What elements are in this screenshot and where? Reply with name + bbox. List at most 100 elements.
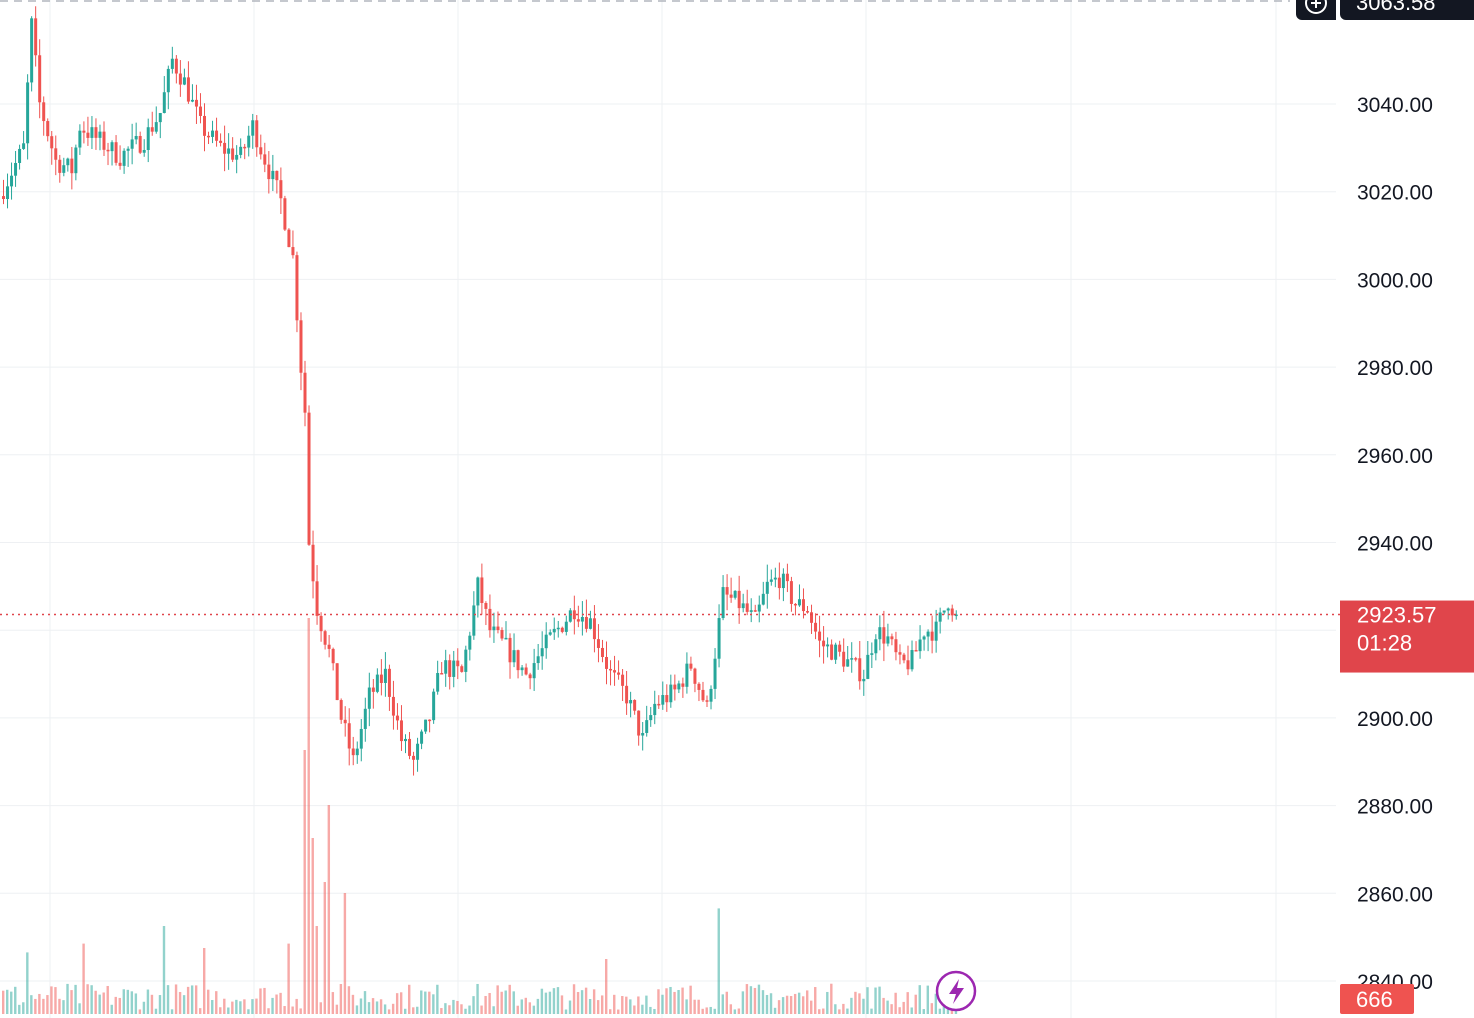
volume-bar [186, 986, 190, 1014]
volume-bar [90, 985, 93, 1014]
candle [874, 634, 878, 661]
candle [609, 660, 613, 686]
candle [118, 145, 122, 170]
volume-bar [580, 990, 584, 1014]
volume-bar [665, 988, 668, 1014]
volume-bar [677, 990, 680, 1014]
candle [878, 615, 882, 651]
volume-bar [633, 1005, 636, 1014]
candle [347, 708, 351, 766]
candle [416, 737, 420, 772]
volume-bar [645, 995, 648, 1014]
candle [122, 148, 126, 174]
volume-bar [375, 1001, 379, 1014]
candle [934, 609, 938, 653]
volume-bar [174, 984, 178, 1014]
candle [898, 644, 902, 665]
volume-bar [110, 1004, 113, 1014]
volume-bar [749, 986, 753, 1014]
volume-bar [934, 993, 938, 1014]
candle [18, 144, 22, 170]
candle [114, 135, 118, 166]
candlestick-series [2, 6, 958, 776]
y-tick-label: 2860.00 [1357, 883, 1433, 906]
volume-bar [231, 1001, 234, 1014]
candle [605, 641, 608, 685]
candle [713, 648, 717, 700]
candle [263, 142, 267, 173]
candle [842, 638, 846, 672]
candle [701, 681, 705, 703]
volume-bar [126, 989, 130, 1014]
volume-bar [822, 1008, 825, 1014]
candle [504, 621, 508, 640]
volume-bar [613, 994, 616, 1014]
candle [653, 690, 657, 725]
candle [283, 195, 287, 232]
volume-bar [227, 1007, 230, 1014]
volume-bar [488, 992, 491, 1014]
volume-bar [335, 1004, 339, 1014]
candle [500, 627, 504, 641]
volume-bar [311, 838, 314, 1014]
candle [363, 697, 367, 742]
volume-bar [408, 984, 411, 1014]
candle [882, 610, 886, 662]
volume-bar [617, 1009, 620, 1014]
candle [560, 626, 564, 634]
candle [255, 115, 259, 157]
candle [906, 645, 910, 676]
volume-bar [158, 995, 162, 1014]
candle [231, 137, 235, 163]
volume-bar [343, 893, 347, 1014]
candle [182, 68, 186, 86]
candle [814, 613, 818, 640]
volume-bar [629, 999, 632, 1014]
candle [600, 639, 604, 663]
candle [428, 719, 432, 733]
candle [645, 705, 649, 737]
volume-bar [830, 983, 833, 1014]
candle [588, 610, 592, 630]
volume-bar [745, 984, 749, 1014]
candle [134, 122, 138, 145]
volume-bar [484, 995, 487, 1014]
volume-bar [621, 996, 624, 1014]
candle [86, 116, 90, 146]
candle [460, 664, 464, 673]
volume-bar [379, 999, 383, 1014]
volume-bar [347, 986, 351, 1014]
candle [194, 84, 198, 124]
volume-bar [235, 999, 238, 1014]
volume-bar [404, 1008, 407, 1014]
volume-bar [532, 1005, 536, 1014]
candle [383, 652, 387, 697]
volume-bar [130, 991, 134, 1014]
candle [484, 601, 488, 626]
volume-bar [468, 1005, 471, 1014]
volume-bar [584, 987, 588, 1014]
volume-bar [500, 991, 503, 1014]
volume-bar [464, 1008, 467, 1014]
candle [512, 633, 516, 668]
volume-bar [106, 985, 109, 1014]
volume-bar [874, 987, 877, 1014]
candle [58, 154, 62, 183]
candle [870, 642, 874, 669]
volume-bar [793, 993, 797, 1014]
plus-circle-icon[interactable] [1296, 0, 1336, 20]
volume-bar [810, 1000, 813, 1014]
candle [661, 681, 665, 710]
volume-bar [588, 999, 592, 1014]
candle [926, 629, 930, 652]
lightning-icon[interactable] [935, 970, 977, 1012]
candle [548, 629, 552, 636]
volume-bar [203, 948, 206, 1014]
y-tick-label: 2940.00 [1357, 533, 1433, 556]
candle [822, 626, 826, 664]
candle [721, 575, 725, 621]
candle [910, 640, 914, 672]
candle [166, 65, 170, 110]
candle [693, 667, 697, 693]
